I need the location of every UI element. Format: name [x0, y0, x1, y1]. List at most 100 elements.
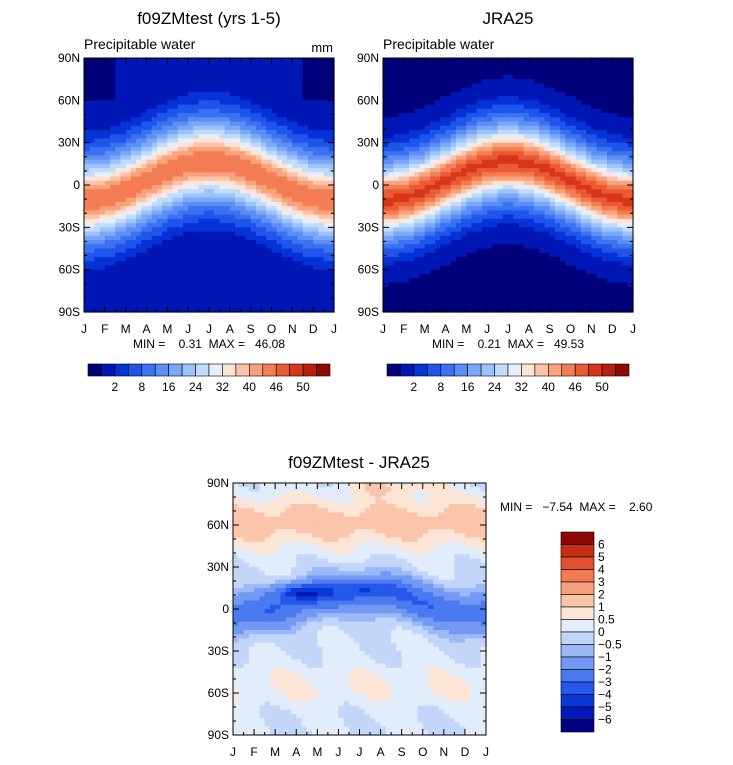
field-cell [292, 108, 299, 114]
field-cell [245, 185, 252, 190]
field-cell [84, 261, 90, 267]
field-cell [209, 168, 215, 173]
field-cell [450, 151, 457, 156]
field-cell [534, 142, 540, 148]
field-cell [318, 201, 325, 207]
field-cell [383, 104, 389, 110]
field-cell [271, 74, 278, 80]
field-cell [120, 248, 127, 254]
field-cell [466, 96, 473, 101]
field-cell [528, 121, 535, 127]
field-cell [151, 58, 158, 63]
field-cell [429, 210, 436, 216]
field-cell [513, 273, 520, 279]
field-cell [328, 303, 335, 309]
field-cell [302, 240, 309, 245]
field-cell [245, 125, 252, 131]
field-cell [167, 138, 174, 144]
field-cell [104, 172, 111, 178]
field-cell [188, 240, 194, 245]
field-cell [146, 240, 153, 245]
field-cell [508, 108, 514, 114]
field-cell [435, 163, 441, 169]
field-cell [414, 206, 421, 211]
field-cell [323, 172, 330, 178]
field-cell [419, 163, 426, 169]
field-cell [534, 168, 540, 173]
field-cell [99, 159, 106, 165]
field-cell [419, 299, 426, 305]
field-cell [292, 100, 299, 106]
field-cell [549, 142, 556, 148]
field-cell [182, 307, 189, 313]
field-cell [440, 223, 447, 228]
field-cell [388, 223, 395, 228]
field-cell [146, 138, 153, 144]
field-cell [466, 299, 473, 305]
field-cell [476, 146, 483, 152]
field-cell [544, 70, 551, 76]
field-cell [130, 83, 137, 89]
field-cell [162, 134, 168, 140]
field-cell [528, 108, 535, 114]
field-cell [214, 256, 221, 262]
field-cell [245, 91, 252, 97]
field-cell [323, 210, 330, 216]
field-cell [502, 91, 509, 97]
field-cell [146, 125, 153, 131]
field-cell [151, 104, 158, 110]
field-cell [94, 227, 101, 233]
field-cell [198, 278, 205, 283]
field-cell [198, 159, 205, 165]
field-cell [481, 62, 488, 68]
field-cell [104, 286, 111, 292]
field-cell [281, 189, 288, 195]
field-cell [120, 206, 127, 211]
field-cell [435, 138, 441, 144]
field-cell [393, 244, 400, 250]
field-cell [424, 210, 431, 216]
field-cell [104, 117, 111, 123]
field-cell [255, 201, 262, 207]
field-cell [136, 108, 142, 114]
field-cell [388, 201, 395, 207]
field-cell [193, 286, 200, 292]
field-cell [445, 218, 452, 224]
field-cell [141, 282, 148, 288]
field-cell [141, 210, 148, 216]
field-cell [302, 223, 309, 228]
field-cell [250, 303, 257, 309]
field-cell [388, 218, 395, 224]
field-cell [287, 91, 293, 97]
field-cell [287, 180, 293, 186]
field-cell [471, 269, 478, 275]
field-cell [156, 197, 163, 203]
field-cell [99, 235, 106, 241]
field-cell [281, 172, 288, 178]
field-cell [209, 244, 215, 250]
field-cell [104, 108, 111, 114]
field-cell [318, 125, 325, 131]
field-cell [302, 235, 309, 241]
field-cell [461, 79, 467, 84]
field-cell [455, 100, 462, 106]
field-cell [151, 159, 158, 165]
field-cell [235, 100, 241, 106]
field-cell [471, 74, 478, 80]
field-cell [297, 104, 304, 110]
field-cell [414, 273, 421, 279]
field-cell [151, 108, 158, 114]
field-cell [203, 172, 210, 178]
field-cell [302, 265, 309, 271]
field-cell [466, 159, 473, 165]
field-cell [513, 66, 520, 72]
field-cell [84, 223, 90, 228]
field-cell [445, 129, 452, 135]
field-cell [110, 295, 116, 300]
field-cell [151, 278, 158, 283]
field-cell [424, 134, 431, 140]
field-cell [203, 235, 210, 241]
field-cell [455, 273, 462, 279]
field-cell [393, 185, 400, 190]
field-cell [219, 121, 226, 127]
